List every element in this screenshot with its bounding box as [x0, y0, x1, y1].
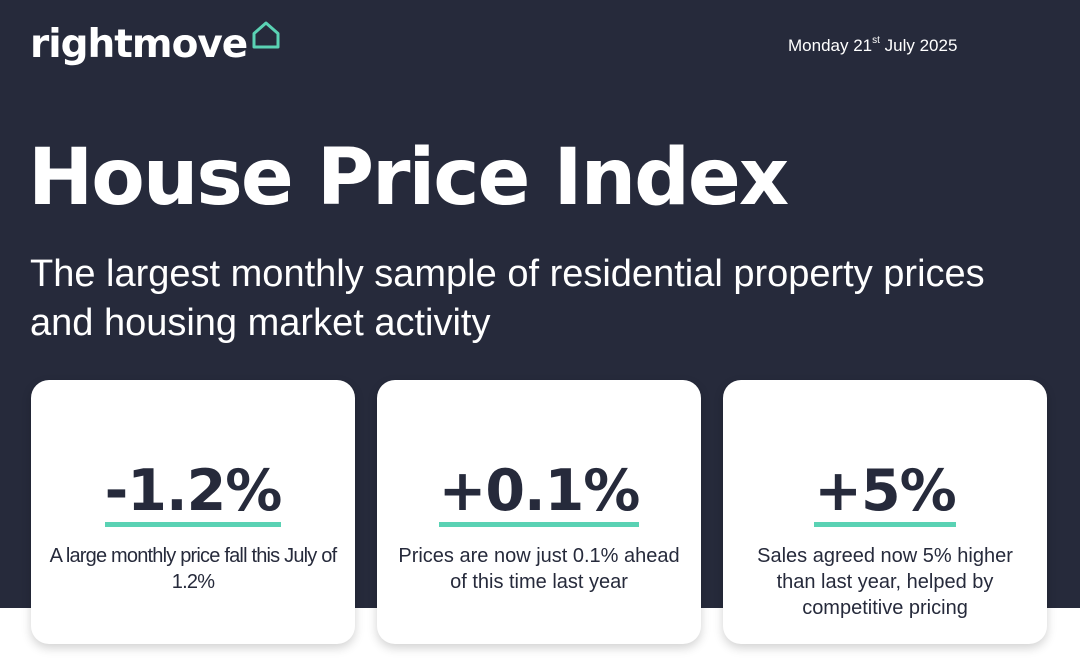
- page-title: House Price Index: [28, 133, 789, 223]
- stat-description: A large monthly price fall this July of …: [49, 545, 338, 593]
- page-subtitle: The largest monthly sample of residentia…: [30, 253, 985, 344]
- date-ordinal: st: [872, 35, 880, 46]
- publication-date: Monday 21st July 2025: [788, 35, 958, 60]
- stat-card-monthly-change: -1.2% A large monthly price fall this Ju…: [31, 380, 355, 644]
- date-month-year: July 2025: [879, 36, 958, 55]
- stat-value: -1.2%: [104, 460, 282, 527]
- date-day: Monday 21: [788, 36, 873, 55]
- stat-description: Sales agreed now 5% higher than last yea…: [757, 545, 1013, 619]
- logo-wordmark: rightmove: [30, 22, 248, 67]
- stat-description: Prices are now just 0.1% ahead of this t…: [398, 545, 680, 593]
- stat-value: +5%: [814, 460, 957, 527]
- stat-value: +0.1%: [438, 460, 640, 527]
- stat-card-sales-agreed: +5% Sales agreed now 5% higher than last…: [723, 380, 1047, 644]
- stat-card-annual-change: +0.1% Prices are now just 0.1% ahead of …: [377, 380, 701, 644]
- house-outline-icon: [251, 20, 281, 54]
- rightmove-logo[interactable]: rightmove: [30, 20, 281, 70]
